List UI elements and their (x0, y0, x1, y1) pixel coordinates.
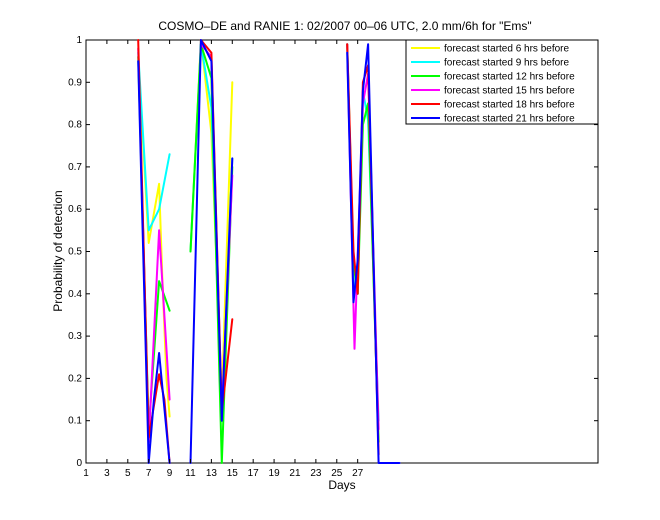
y-tick-label: 0.7 (68, 162, 82, 173)
y-axis-ticks: 0 0.1 0.2 0.3 0.4 0.5 0.6 0.7 0.8 0.9 1 (68, 35, 598, 469)
y-tick-label: 0.4 (68, 289, 82, 300)
y-tick-label: 1 (76, 35, 82, 46)
x-tick-label: 3 (104, 468, 110, 479)
legend-label: forecast started 9 hrs before (444, 58, 570, 69)
y-tick-label: 0.2 (68, 373, 82, 384)
series-line-6 (137, 39, 401, 464)
legend-label: forecast started 18 hrs before (444, 100, 575, 111)
x-axis-ticks: 1 3 5 7 9 11 13 15 17 19 21 23 25 27 (83, 40, 364, 479)
x-tick-label: 15 (227, 468, 239, 479)
x-axis-label: Days (328, 478, 355, 492)
y-tick-label: 0.9 (68, 77, 82, 88)
legend-label: forecast started 21 hrs before (444, 114, 575, 125)
chart-title: COSMO–DE and RANIE 1: 02/2007 00–06 UTC,… (158, 19, 531, 33)
y-tick-label: 0.3 (68, 331, 82, 342)
x-tick-label: 13 (206, 468, 218, 479)
x-tick-label: 19 (269, 468, 281, 479)
legend: forecast started 6 hrs before forecast st… (405, 39, 599, 125)
x-tick-label: 11 (185, 468, 196, 479)
x-tick-label: 9 (167, 468, 173, 479)
y-tick-label: 0.8 (68, 120, 82, 131)
legend-items: forecast started 6 hrs before forecast st… (411, 44, 575, 125)
legend-label: forecast started 6 hrs before (444, 44, 570, 55)
legend-box (405, 39, 599, 125)
x-tick-label: 1 (83, 468, 89, 479)
y-tick-label: 0.6 (68, 204, 82, 215)
y-tick-label: 0.5 (68, 247, 82, 258)
x-tick-label: 7 (146, 468, 152, 479)
legend-label: forecast started 15 hrs before (444, 86, 575, 97)
y-tick-label: 0 (76, 458, 82, 469)
plot-area: 1 3 5 7 9 11 13 15 17 19 21 23 25 27 00.10.20.30.40.5… (68, 35, 599, 479)
y-axis-label: Probability of detection (51, 190, 65, 311)
x-tick-label: 5 (125, 468, 131, 479)
x-tick-label: 21 (289, 468, 301, 479)
y-tick-label: 0.1 (68, 416, 82, 427)
legend-label: forecast started 12 hrs before (444, 72, 575, 83)
x-tick-label: 17 (248, 468, 260, 479)
x-tick-label: 27 (352, 468, 364, 479)
series-layer (137, 39, 401, 464)
x-tick-label: 23 (310, 468, 322, 479)
x-tick-label: 25 (331, 468, 343, 479)
